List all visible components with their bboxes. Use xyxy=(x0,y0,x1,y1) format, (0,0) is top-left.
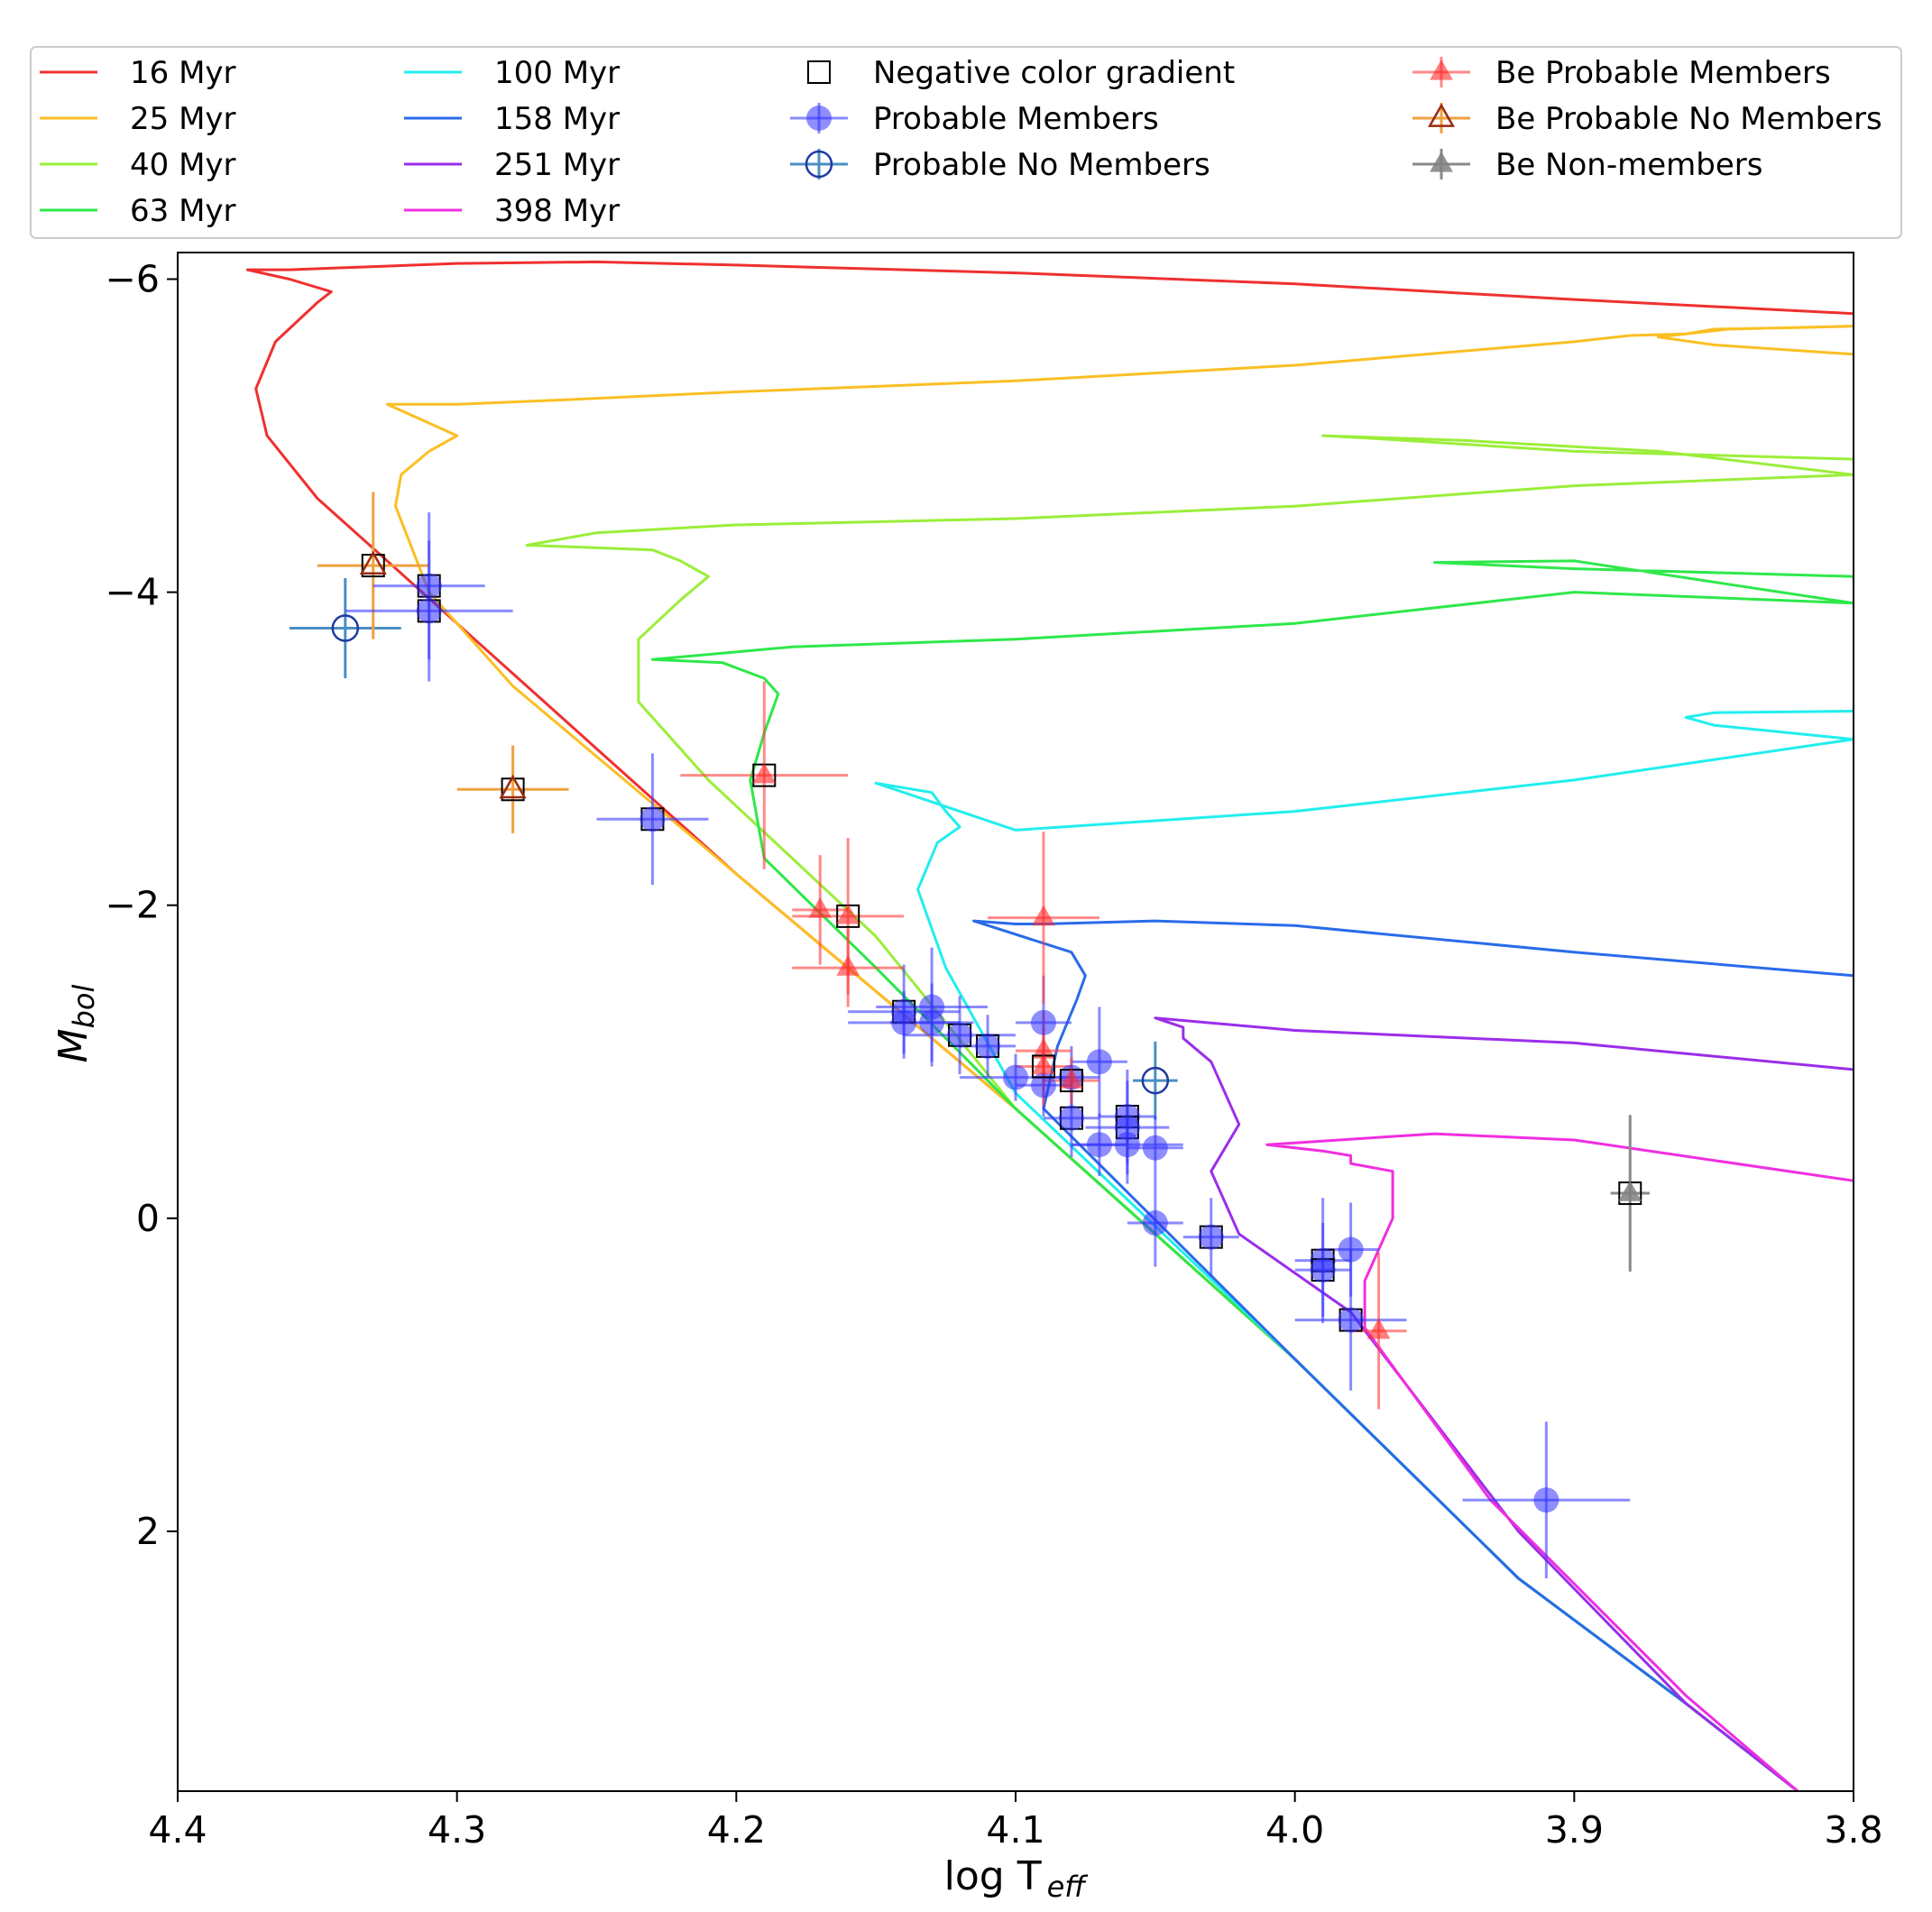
legend-label: 398 Myr xyxy=(494,193,620,229)
isochrone-100-myr xyxy=(874,710,1854,1791)
x-tick-label: 4.0 xyxy=(1265,1808,1324,1852)
point-probable-members xyxy=(1086,1049,1112,1075)
isochrone-158-myr xyxy=(972,919,1854,1791)
legend-label: Probable Members xyxy=(873,101,1159,137)
isochrone-398-myr xyxy=(1265,1132,1854,1791)
point-be-probable-members xyxy=(752,762,777,784)
legend-label: Be Probable Members xyxy=(1495,55,1831,91)
point-probable-members xyxy=(1198,1224,1224,1250)
point-probable-members xyxy=(1142,1135,1168,1161)
point-be-probable-members xyxy=(1032,1053,1055,1075)
point-probable-members xyxy=(1030,1072,1056,1098)
point-be-probable-no-members xyxy=(499,774,527,799)
legend-label: 158 Myr xyxy=(494,101,620,137)
point-be-probable-no-members xyxy=(359,550,387,575)
legend-swatch xyxy=(807,60,831,84)
legend: 16 Myr 25 Myr 40 Myr 63 Myr 100 Myr 158 Myr 25… xyxy=(30,46,1902,239)
point-probable-members xyxy=(975,1033,1001,1059)
y-axis: −6 −4 −2 0 2 xyxy=(106,258,178,1553)
legend-swatch xyxy=(806,106,832,131)
point-probable-no-members xyxy=(331,614,360,642)
legend-swatch xyxy=(805,150,833,179)
point-probable-members xyxy=(1030,1009,1056,1035)
legend-label: 251 Myr xyxy=(494,147,620,183)
legend-label: Be Probable No Members xyxy=(1495,101,1882,137)
legend-label: 100 Myr xyxy=(494,55,620,91)
isochrone-25-myr xyxy=(385,325,1854,1791)
point-probable-members xyxy=(919,1009,945,1035)
point-be-probable-members xyxy=(836,903,860,924)
point-probable-members xyxy=(891,1009,917,1035)
x-tick-label: 4.3 xyxy=(428,1808,486,1852)
legend-label: 16 Myr xyxy=(130,55,236,91)
legend-frame xyxy=(30,46,1902,239)
point-be-probable-members xyxy=(836,955,860,976)
x-tick-label: 4.4 xyxy=(148,1808,207,1852)
legend-swatch xyxy=(1430,60,1453,80)
legend-label: Negative color gradient xyxy=(873,55,1235,91)
x-tick-label: 4.2 xyxy=(707,1808,766,1852)
point-probable-members xyxy=(1003,1064,1028,1090)
y-axis-title: Mbol xyxy=(51,985,101,1063)
x-tick-label: 4.1 xyxy=(986,1808,1044,1852)
point-be-probable-members xyxy=(808,896,833,918)
point-probable-members xyxy=(1114,1132,1140,1158)
point-be-probable-members xyxy=(1060,1068,1083,1089)
point-probable-members xyxy=(1338,1307,1364,1333)
y-tick-label: 2 xyxy=(136,1510,160,1553)
legend-label: 40 Myr xyxy=(130,147,236,183)
point-probable-members xyxy=(1142,1210,1168,1236)
x-tick-label: 3.9 xyxy=(1545,1808,1604,1852)
isochrone-251-myr xyxy=(1154,1016,1854,1791)
y-tick-label: 0 xyxy=(136,1197,160,1240)
point-probable-members xyxy=(1086,1132,1112,1158)
legend-swatch xyxy=(1430,152,1453,172)
point-probable-members xyxy=(416,598,442,624)
legend-label: 25 Myr xyxy=(130,101,236,137)
x-axis: 4.4 4.3 4.2 4.1 4.0 3.9 3.8 xyxy=(148,1791,1883,1852)
point-probable-members xyxy=(639,806,666,832)
point-be-probable-members xyxy=(1032,1038,1055,1059)
legend-swatch xyxy=(1427,103,1456,127)
point-be-probable-members xyxy=(1366,1318,1391,1339)
isochrone-40-myr xyxy=(525,434,1854,1791)
marker-layer xyxy=(331,550,1642,1513)
y-tick-label: −4 xyxy=(106,571,160,614)
legend-label: Be Non-members xyxy=(1495,147,1762,183)
y-tick-label: −6 xyxy=(106,258,160,301)
point-probable-no-members xyxy=(1141,1066,1170,1095)
point-probable-members xyxy=(1533,1487,1559,1513)
point-be-non-members xyxy=(1618,1181,1642,1201)
point-probable-members xyxy=(1058,1105,1084,1131)
x-tick-label: 3.8 xyxy=(1824,1808,1882,1852)
point-probable-members xyxy=(1310,1257,1336,1283)
y-tick-label: −2 xyxy=(106,884,160,927)
legend-label: Probable No Members xyxy=(873,147,1210,183)
point-probable-members xyxy=(416,573,442,599)
point-probable-members xyxy=(1338,1236,1364,1263)
point-probable-members xyxy=(947,1022,973,1048)
legend-label: 63 Myr xyxy=(130,193,236,229)
point-be-probable-members xyxy=(1032,905,1055,926)
